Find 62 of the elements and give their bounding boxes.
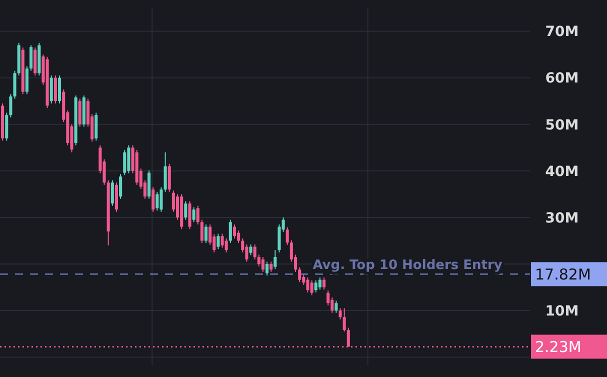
candlestick (220, 233, 224, 248)
candlestick (270, 261, 273, 272)
candlestick (148, 170, 151, 200)
candlestick (216, 233, 220, 250)
candlestick (342, 308, 346, 332)
candlestick (261, 256, 264, 272)
candlestick (110, 180, 114, 206)
candlestick (156, 191, 159, 211)
candlestick (274, 250, 277, 270)
candlestick (25, 66, 28, 95)
candlestick (160, 186, 163, 212)
ref-line-label: Avg. Top 10 Holders Entry (312, 258, 503, 274)
candlestick (286, 226, 289, 246)
candlestick (228, 219, 232, 244)
text: 17.82M (535, 265, 591, 284)
candlestick (232, 224, 236, 239)
candlestick (168, 163, 171, 192)
candlestick (298, 266, 302, 283)
candlestick (266, 261, 269, 276)
candlestick (119, 174, 122, 200)
text: 2.23M (535, 338, 582, 356)
candlestick (310, 280, 314, 296)
y-tick-label: 30M (545, 210, 579, 226)
candlestick (257, 254, 260, 267)
candlestick (164, 152, 167, 192)
candlestick (78, 98, 82, 128)
y-tick-label: 50M (545, 117, 579, 134)
candlestick (200, 219, 204, 244)
candlestick (50, 74, 53, 104)
candlestick (322, 276, 326, 290)
candlestick (9, 94, 12, 118)
candlestick (188, 200, 192, 230)
candlestick (58, 74, 62, 104)
candlestick (314, 280, 318, 293)
candlestick (184, 200, 188, 220)
candlestick (30, 44, 33, 72)
candlestick (245, 244, 248, 262)
candlestick (237, 230, 240, 244)
candlestick (253, 244, 256, 260)
candlestick (278, 224, 281, 253)
candlestick (249, 244, 252, 256)
y-tick-label: 70M (545, 24, 579, 40)
y-tick-label: 10M (545, 303, 579, 320)
candlestick (330, 297, 334, 314)
candlestick (123, 149, 126, 176)
candlestick (5, 112, 8, 142)
candlestick (224, 238, 228, 253)
candlestick (54, 74, 57, 104)
candlestick (196, 205, 200, 225)
candlestick (127, 144, 130, 174)
y-tick-label: 60M (545, 70, 579, 87)
candlestick (204, 224, 208, 244)
candlestick (334, 300, 338, 314)
y-tick-label: 40M (545, 164, 579, 180)
candlestick (152, 186, 155, 212)
candlestick (34, 47, 37, 76)
candlestick (338, 308, 342, 320)
candlestick (13, 70, 16, 100)
candlestick (94, 112, 98, 142)
candlestick (306, 276, 310, 293)
candlestick (318, 276, 322, 290)
candlestick (192, 206, 196, 223)
